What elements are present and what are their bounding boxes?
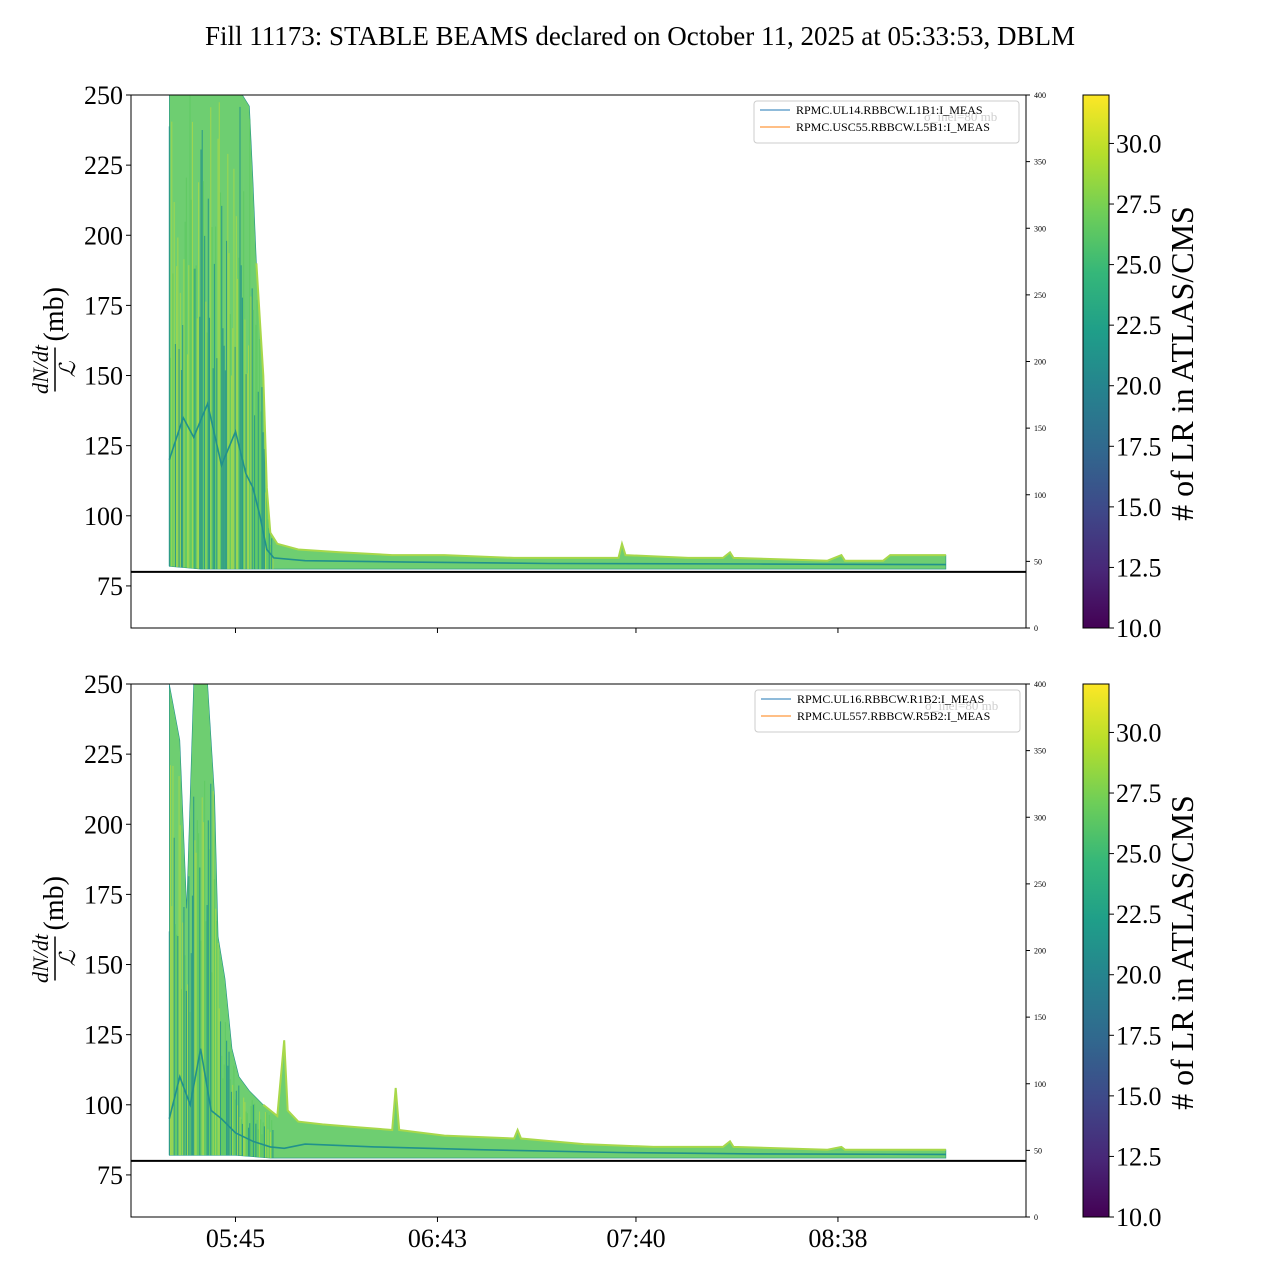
legend-entry: RPMC.UL557.RBBCW.R5B2:I_MEAS [797,709,990,723]
colorbar-tick-label: 12.5 [1116,1142,1162,1171]
colorbar-tick-label: 17.5 [1116,432,1162,461]
y2-tick-label: 50 [1034,1146,1042,1155]
y2-tick-label: 200 [1034,358,1046,367]
legend-ghost-text: σ_inel=80 mb [924,109,997,124]
colorbar-tick-label: 20.0 [1116,372,1162,401]
y-tick-label: 125 [84,1021,123,1050]
band-fringe [255,263,946,562]
y-tick-label: 125 [84,432,123,461]
colorbar: 10.0 12.5 15.0 17.5 20.0 22.5 25.0 27.5 30.0 # of… [1082,94,1200,643]
colorbar-tick-label: 12.5 [1116,553,1162,582]
colorbar-gradient [1082,683,1110,1218]
y-tick-label: 175 [84,291,123,320]
colorbar-tick-label: 15.0 [1116,1082,1162,1111]
panel-top: 75 100 125 150 175 200 225 250 0 50 100 150 200 250 30… [28,81,1200,643]
colorbar-tick-label: 22.5 [1116,900,1162,929]
y2-tick-label: 350 [1034,747,1046,756]
band-fringe [262,1040,946,1151]
colorbar-label: # of LR in ATLAS/CMS [1164,795,1200,1110]
figure-title: Fill 11173: STABLE BEAMS declared on Oct… [205,21,1075,51]
y-label-numerator: dN/dt [28,933,53,983]
y2-tick-label: 150 [1034,424,1046,433]
colorbar-tick-label: 10.0 [1116,614,1162,643]
colorbar-tick-label: 25.0 [1116,840,1162,869]
legend-box [753,100,1020,144]
y2-tick-label: 100 [1034,491,1046,500]
colorbar-gradient [1082,94,1110,629]
colorbar-tick-label: 15.0 [1116,493,1162,522]
x-tick-label: 07:40 [606,1224,665,1253]
y-tick-label: 175 [84,880,123,909]
data-band [169,95,947,570]
colorbar-tick-label: 30.0 [1116,129,1162,158]
y-label-numerator: dN/dt [28,344,53,394]
plot-area [168,684,947,1159]
core-line [168,1048,946,1156]
y2-tick-label: 50 [1034,557,1042,566]
y2-tick-label: 400 [1034,91,1046,100]
y-axis-label: dN/dt ℒ (mb) [28,876,80,983]
y-label-denominator: ℒ [55,360,80,377]
y-label-denominator: ℒ [55,949,80,966]
colorbar-tick-label: 20.0 [1116,961,1162,990]
legend-entry: RPMC.UL16.RBBCW.R1B2:I_MEAS [797,692,984,706]
x-tick-label: 06:43 [408,1224,467,1253]
legend-box [754,689,1021,733]
spike-strokes [168,765,274,1159]
colorbar-tick-label: 30.0 [1116,718,1162,747]
spike-strokes [168,95,274,570]
y-tick-label: 75 [97,572,123,601]
y2-tick-label: 250 [1034,291,1046,300]
colorbar-tick-label: 27.5 [1116,190,1162,219]
y2-tick-label: 350 [1034,158,1046,167]
y2-tick-label: 200 [1034,947,1046,956]
colorbar-tick-label: 27.5 [1116,779,1162,808]
y-tick-label: 100 [84,502,123,531]
y-tick-label: 150 [84,362,123,391]
colorbar-tick-label: 22.5 [1116,311,1162,340]
y2-tick-label: 150 [1034,1013,1046,1022]
x-tick-label: 08:38 [808,1224,867,1253]
legend-entry: RPMC.USC55.RBBCW.L5B1:I_MEAS [796,120,990,134]
plot-area [168,95,947,570]
y2-tick-label: 400 [1034,680,1046,689]
colorbar-tick-label: 17.5 [1116,1021,1162,1050]
core-line [168,400,946,566]
y2-tick-label: 300 [1034,224,1046,233]
y-tick-label: 225 [84,151,123,180]
y-tick-label: 225 [84,740,123,769]
legend-ghost-text: σ_inel=80 mb [925,698,998,713]
y-axis-label: dN/dt ℒ (mb) [28,287,80,394]
colorbar-tick-label: 10.0 [1116,1203,1162,1232]
y2-tick-label: 250 [1034,880,1046,889]
y2-tick-label: 0 [1034,1213,1038,1222]
y-label-unit: (mb) [39,876,70,930]
y2-tick-label: 100 [1034,1080,1046,1089]
y-tick-label: 150 [84,951,123,980]
y-tick-label: 200 [84,810,123,839]
colorbar: 10.0 12.5 15.0 17.5 20.0 22.5 25.0 27.5 30.0 # of… [1082,683,1200,1232]
y-label-unit: (mb) [39,287,70,341]
panel-bottom: 75 100 125 150 175 200 225 250 0 50 100 150 200 250 30… [28,670,1200,1253]
y-tick-label: 100 [84,1091,123,1120]
y2-tick-label: 0 [1034,624,1038,633]
x-tick-label: 05:45 [206,1224,265,1253]
y-tick-label: 75 [97,1161,123,1190]
y2-tick-label: 300 [1034,813,1046,822]
y-tick-label: 250 [84,670,123,699]
legend-entry: RPMC.UL14.RBBCW.L1B1:I_MEAS [796,103,983,117]
colorbar-label: # of LR in ATLAS/CMS [1164,206,1200,521]
colorbar-tick-label: 25.0 [1116,251,1162,280]
y-tick-label: 250 [84,81,123,110]
y-tick-label: 200 [84,221,123,250]
